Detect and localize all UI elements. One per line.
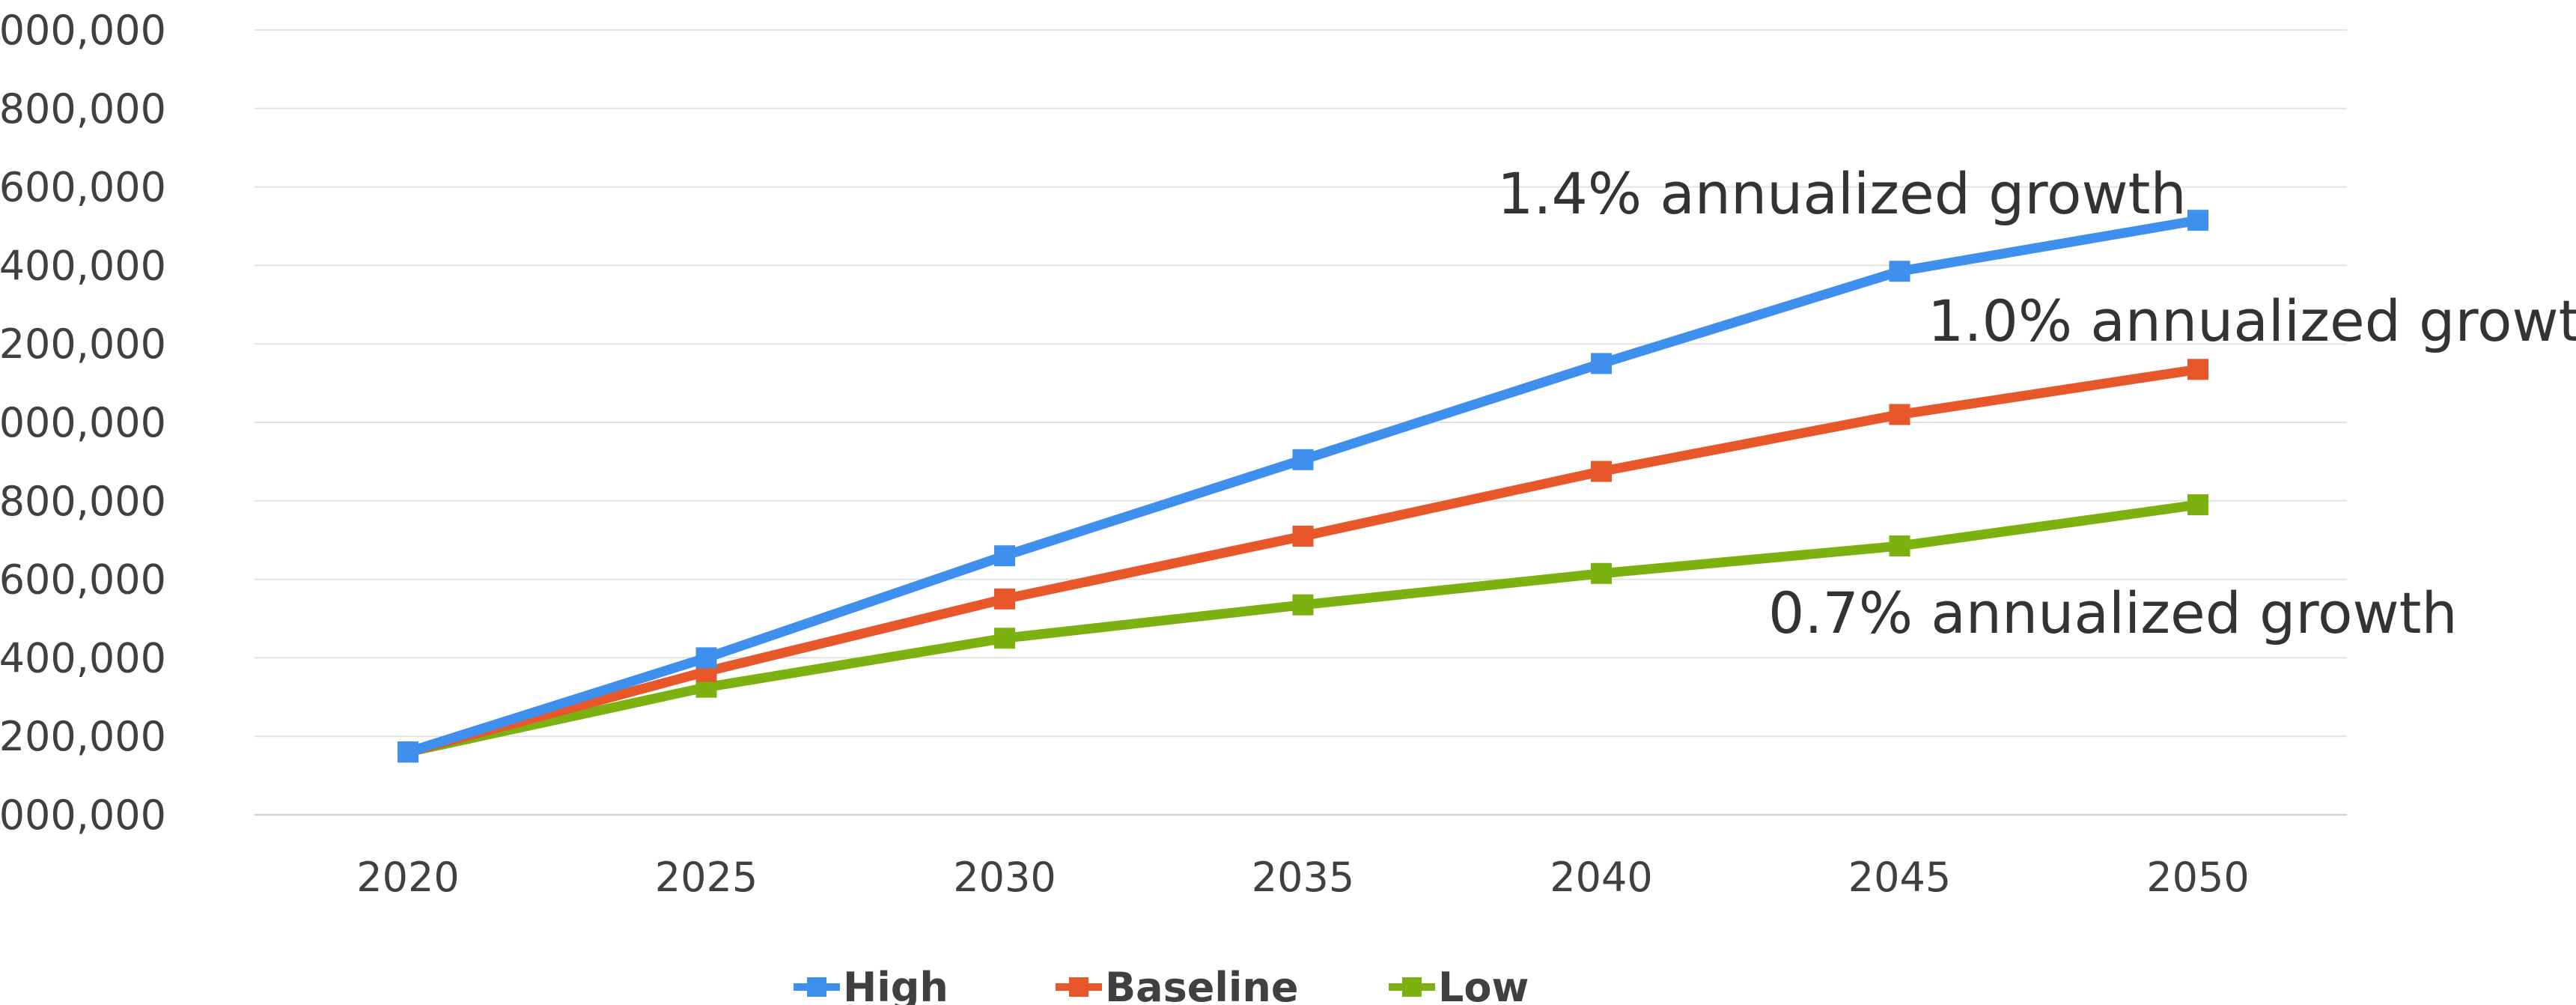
data-point-low [1591, 562, 1612, 584]
y-tick-label: 3,000,000 [0, 792, 166, 839]
legend: High Baseline Low [794, 964, 1529, 1005]
data-point-baseline [2187, 359, 2208, 380]
x-axis-tick-labels: 2020 2025 2030 2035 2040 2045 2050 [356, 854, 2249, 901]
x-tick-label: 2045 [1848, 854, 1951, 901]
series-lines [398, 210, 2208, 763]
data-point-baseline [1889, 404, 1910, 425]
legend-label-baseline: Baseline [1105, 964, 1298, 1005]
y-tick-label: 4,200,000 [0, 321, 166, 368]
data-point-high [695, 647, 717, 669]
data-point-high [2187, 210, 2208, 231]
data-point-baseline [1591, 461, 1612, 482]
data-point-high [1889, 261, 1910, 282]
gridlines [255, 29, 2347, 816]
annotations: 1.4% annualized growth 1.0% annualized g… [1497, 160, 2576, 646]
x-tick-label: 2040 [1550, 854, 1652, 901]
legend-marker-high [807, 977, 826, 997]
x-tick-label: 2035 [1252, 854, 1354, 901]
data-point-high [1591, 353, 1612, 374]
legend-marker-baseline [1069, 977, 1088, 997]
annotation-high: 1.4% annualized growth [1497, 160, 2187, 227]
data-point-baseline [994, 588, 1015, 610]
y-tick-label: 4,000,000 [0, 399, 166, 446]
data-point-low [1889, 535, 1910, 557]
annotation-low: 0.7% annualized growth [1768, 580, 2458, 646]
data-point-low [1292, 594, 1314, 616]
y-tick-label: 4,400,000 [0, 242, 166, 289]
legend-label-low: Low [1438, 964, 1529, 1005]
data-point-low [2187, 494, 2208, 516]
data-point-baseline [1292, 525, 1314, 547]
data-point-high [1292, 449, 1314, 470]
data-point-high [994, 545, 1015, 567]
y-axis-tick-labels: 3,000,000 3,200,000 3,400,000 3,600,000 3,80… [0, 7, 166, 839]
data-point-high [398, 741, 418, 763]
y-tick-label: 3,600,000 [0, 556, 166, 604]
legend-marker-low [1402, 977, 1422, 997]
y-tick-label: 5,000,000 [0, 7, 166, 54]
y-tick-label: 4,800,000 [0, 85, 166, 133]
y-tick-label: 3,800,000 [0, 478, 166, 525]
y-tick-label: 4,600,000 [0, 164, 166, 211]
y-tick-label: 3,400,000 [0, 634, 166, 681]
x-tick-label: 2025 [655, 854, 758, 901]
legend-label-high: High [843, 964, 949, 1005]
y-tick-label: 3,200,000 [0, 713, 166, 760]
x-tick-label: 2020 [356, 854, 459, 901]
x-tick-label: 2050 [2146, 854, 2249, 901]
annotation-baseline: 1.0% annualized growth [1928, 288, 2576, 354]
x-tick-label: 2030 [953, 854, 1056, 901]
data-point-low [994, 628, 1015, 649]
